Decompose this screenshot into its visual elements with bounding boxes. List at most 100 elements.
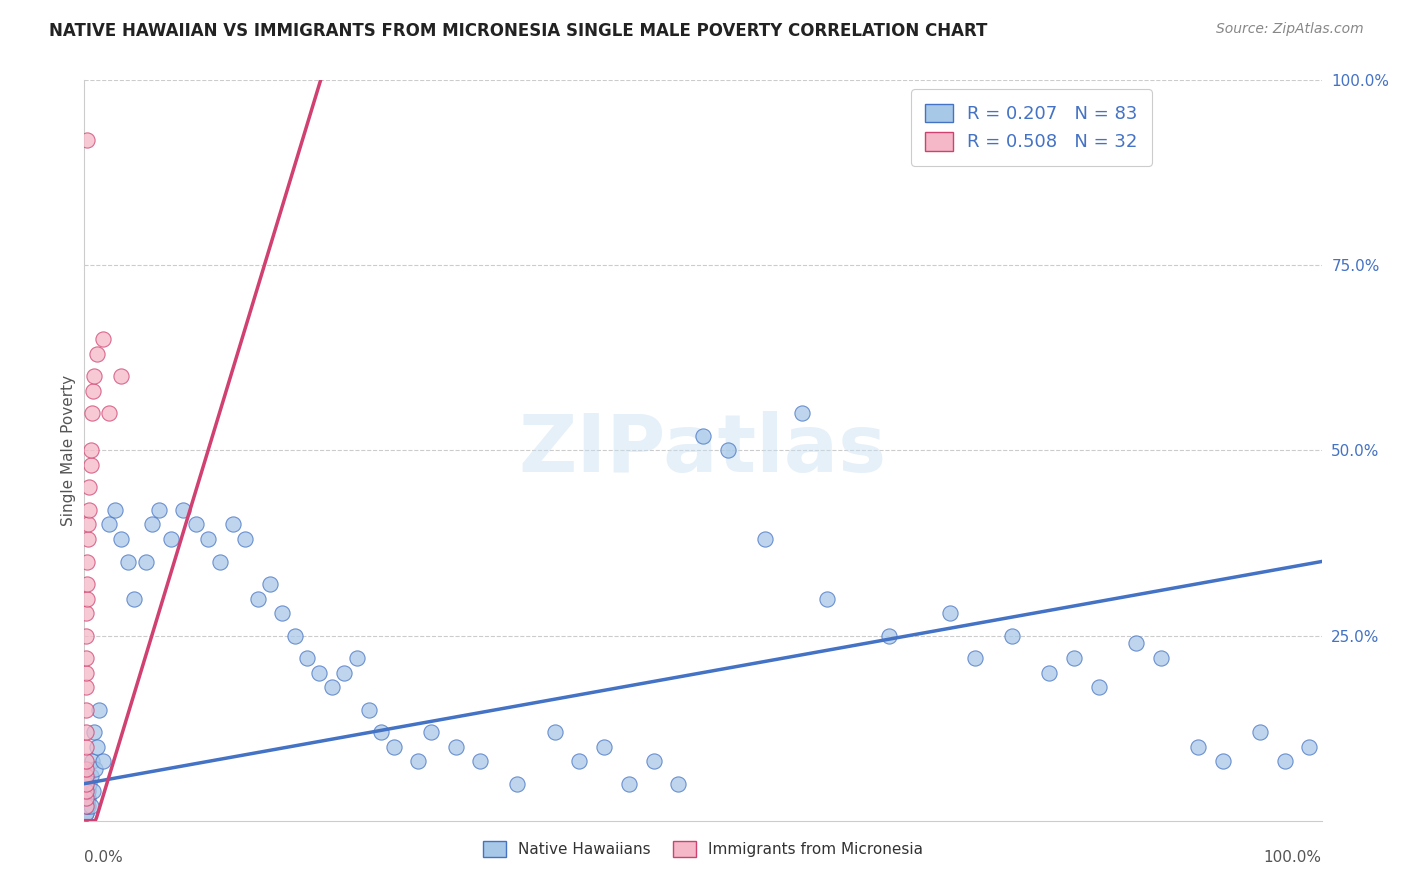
Point (77, 791, 100, 805)
Point (692, 428, 714, 442)
Point (75, 650, 97, 665)
Point (141, 517, 163, 532)
Point (76, 132, 98, 146)
Point (75, 791, 97, 805)
Point (184, 517, 207, 532)
Text: Source: ZipAtlas.com: Source: ZipAtlas.com (1216, 22, 1364, 37)
Point (117, 555, 139, 569)
Point (259, 576, 281, 591)
Point (75, 762, 97, 776)
Point (444, 739, 467, 754)
Point (939, 607, 962, 621)
Point (246, 591, 269, 606)
Point (197, 533, 219, 547)
Point (1063, 650, 1085, 665)
Point (86, 347, 108, 361)
Point (160, 533, 183, 547)
Point (76, 798, 98, 813)
Point (172, 502, 194, 516)
Point (75, 681, 97, 695)
Point (75, 755, 97, 769)
Point (75, 776, 97, 791)
Point (75, 665, 97, 680)
Point (1298, 739, 1320, 754)
Point (1212, 755, 1234, 769)
Point (79, 798, 101, 813)
Point (75, 784, 97, 798)
Point (110, 369, 132, 384)
Point (75, 784, 97, 798)
Point (79, 769, 101, 783)
Point (75, 628, 97, 642)
Point (1187, 739, 1209, 754)
Point (419, 724, 441, 739)
Point (1150, 650, 1173, 665)
Point (77, 517, 100, 532)
Point (209, 555, 232, 569)
Text: 100.0%: 100.0% (1264, 850, 1322, 865)
Point (295, 650, 318, 665)
Point (98, 407, 121, 421)
Point (1125, 636, 1147, 650)
Point (76, 769, 98, 783)
Point (346, 650, 368, 665)
Y-axis label: Single Male Poverty: Single Male Poverty (60, 375, 76, 526)
Point (75, 791, 97, 805)
Point (308, 665, 330, 680)
Text: ZIPatlas: ZIPatlas (519, 411, 887, 490)
Point (408, 755, 430, 769)
Point (86, 739, 108, 754)
Point (76, 591, 98, 606)
Point (717, 443, 740, 458)
Point (79, 480, 101, 494)
Point (965, 650, 987, 665)
Point (110, 533, 132, 547)
Point (76, 784, 98, 798)
Point (75, 798, 97, 813)
Point (75, 703, 97, 717)
Point (76, 555, 98, 569)
Point (333, 665, 356, 680)
Text: NATIVE HAWAIIAN VS IMMIGRANTS FROM MICRONESIA SINGLE MALE POVERTY CORRELATION CH: NATIVE HAWAIIAN VS IMMIGRANTS FROM MICRO… (49, 22, 987, 40)
Point (79, 458, 101, 473)
Point (104, 502, 127, 516)
Point (80, 755, 103, 769)
Point (83, 369, 105, 384)
Point (75, 806, 97, 821)
Point (79, 443, 101, 458)
Point (75, 739, 97, 754)
Point (122, 591, 145, 606)
Point (76, 791, 98, 805)
Point (877, 628, 900, 642)
Point (75, 791, 97, 805)
Point (91, 332, 114, 346)
Point (135, 555, 157, 569)
Point (75, 798, 97, 813)
Point (382, 739, 405, 754)
Point (643, 755, 665, 769)
Point (75, 769, 97, 783)
Point (75, 607, 97, 621)
Text: 0.0%: 0.0% (84, 850, 124, 865)
Point (568, 755, 591, 769)
Point (1249, 724, 1271, 739)
Point (321, 681, 343, 695)
Point (84, 762, 107, 776)
Legend: Native Hawaiians, Immigrants from Micronesia: Native Hawaiians, Immigrants from Micron… (475, 833, 931, 865)
Point (370, 724, 392, 739)
Point (82, 384, 104, 399)
Point (506, 776, 529, 791)
Point (77, 784, 100, 798)
Point (1088, 681, 1111, 695)
Point (75, 724, 97, 739)
Point (233, 533, 256, 547)
Point (790, 407, 813, 421)
Point (89, 703, 111, 717)
Point (79, 776, 101, 791)
Point (754, 533, 776, 547)
Point (815, 591, 838, 606)
Point (77, 533, 100, 547)
Point (1001, 628, 1024, 642)
Point (82, 784, 104, 798)
Point (148, 502, 170, 516)
